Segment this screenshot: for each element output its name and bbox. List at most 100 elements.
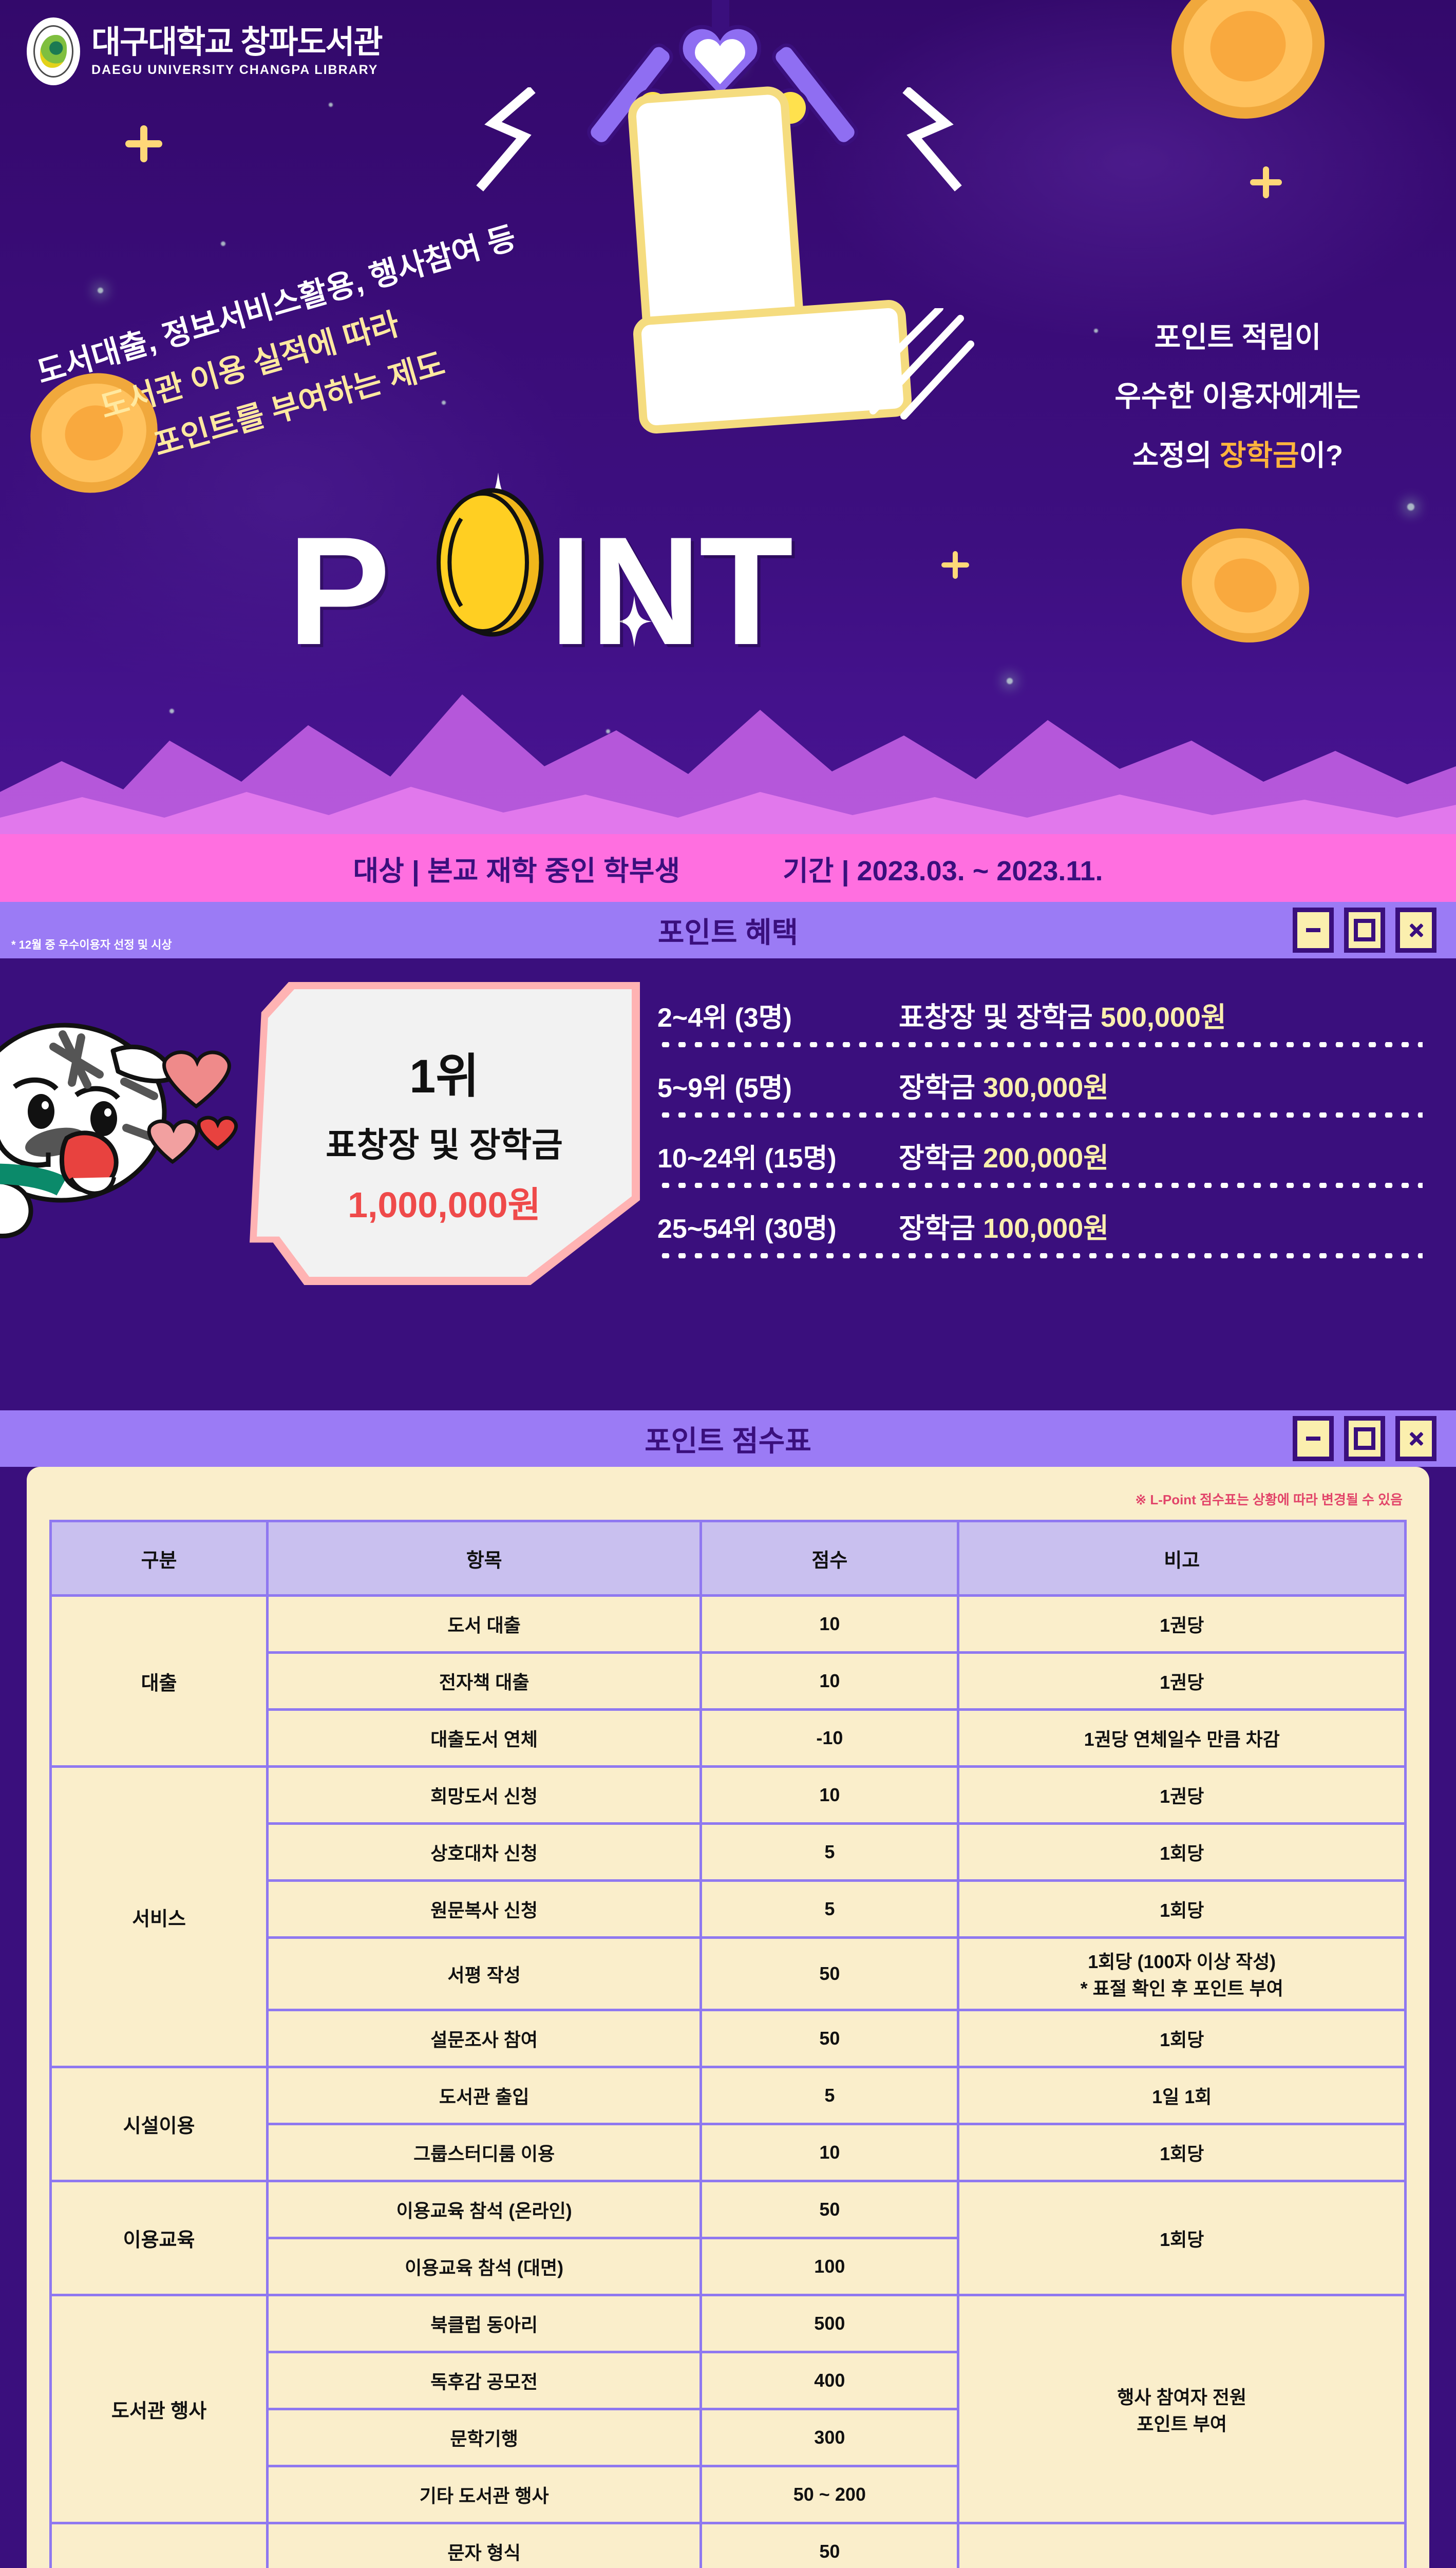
star-decoration [1407,503,1414,511]
window-controls [1293,1416,1436,1461]
table-header-row: 구분 항목 점수 비고 [49,1520,1407,1597]
item-cell: 도서관 출입 [266,2066,703,2125]
item-cell: 이용교육 참석 (대면) [266,2237,703,2296]
hero-right-caption: 포인트 적립이 우수한 이용자에게는 소정의 장학금이? [1043,308,1433,485]
score-cell: 5 [699,1822,960,1882]
remark-cell: 홍보 1건당 [957,2522,1407,2568]
score-cell: 50 [699,2522,960,2568]
gold-coin-icon [1169,515,1321,656]
remark-cell: 1회당 [957,2180,1407,2296]
benefits-section: 1위 표창장 및 장학금 1,000,000원 2~4위 (3명) 표창장 및 … [0,958,1456,1410]
rank-divider [657,1253,1423,1258]
scholarship-highlight: 장학금 [1219,439,1299,471]
item-cell: 북클럽 동아리 [266,2294,703,2353]
rank-prize: 장학금 300,000원 [899,1072,1109,1103]
score-cell: -10 [699,1708,960,1768]
remark-line-1: 1회당 (100자 이상 작성) [1088,1951,1276,1972]
rank-divider [657,1112,1423,1118]
plus-sparkle-icon [123,123,164,167]
maximize-icon[interactable] [1344,908,1385,953]
window-controls [1293,908,1436,953]
score-cell: 300 [699,2408,960,2467]
target-period-band: 대상 | 본교 재학 중인 학부생 기간 | 2023.03. ~ 2023.1… [0,834,1456,902]
table-row: 대출도서 연체 -10 1권당 연체일수 만큼 차감 [51,1708,1407,1768]
item-cell: 도서 대출 [266,1594,703,1654]
score-cell: 50 [699,1936,960,2011]
col-header-group: 구분 [49,1520,269,1597]
maximize-icon[interactable] [1344,1416,1385,1461]
item-cell: 독후감 공모전 [266,2351,703,2410]
rank-row: 5~9위 (5명) 장학금 300,000원 [657,1065,1423,1112]
benefits-note: * 12월 중 우수이용자 선정 및 시상 [11,938,172,951]
close-icon[interactable] [1395,908,1436,953]
library-logo: 대구대학교 창파도서관 DAEGU UNIVERSITY CHANGPA LIB… [27,17,383,85]
item-cell: 희망도서 신청 [266,1765,703,1825]
score-cell: 5 [699,2066,960,2125]
score-cell: 10 [699,2123,960,2182]
item-cell: 기타 도서관 행사 [266,2465,703,2524]
plus-sparkle-icon [1248,164,1284,203]
item-cell: 상호대차 신청 [266,1822,703,1882]
star-decoration [329,103,333,107]
remark-cell: 1일 1회 [957,2066,1407,2125]
remark-cell: 1회당 [957,2123,1407,2182]
rank-divider [657,1183,1423,1188]
table-row: 이용교육 참석 (대면) 100 [51,2237,1406,2296]
right-caption-line-2: 우수한 이용자에게는 [1114,380,1361,412]
remark-cell: 1권당 [957,1594,1407,1654]
first-place-bubble: 1위 표창장 및 장학금 1,000,000원 [257,989,632,1277]
group-cell: 대출 [49,1594,269,1768]
white-tiger-mascot-icon [0,974,272,1333]
remark-cell: 행사 참여자 전원 포인트 부여 [957,2294,1407,2524]
score-cell: 10 [699,1594,960,1654]
remark-line-1: 행사 참여자 전원 [1117,2386,1247,2408]
table-row: 대출 도서 대출 10 1권당 [49,1594,1407,1768]
minimize-icon[interactable] [1293,1416,1334,1461]
period-label: 기간 | 2023.03. ~ 2023.11. [783,855,1103,886]
star-decoration [221,241,225,246]
score-cell: 50 ~ 200 [699,2465,960,2524]
table-row: 전자책 대출 10 1권당 [51,1651,1407,1711]
group-cell: 도서관 홍보 [49,2522,269,2568]
score-cell: 50 [699,2009,960,2068]
remark-line-2: 포인트 부여 [1137,2413,1227,2434]
score-card: ※ L-Point 점수표는 상황에 따라 변경될 수 있음 구분 항목 점수 … [27,1467,1429,2568]
rank-label: 10~24위 (15명) [657,1144,837,1174]
group-cell: 시설이용 [49,2066,269,2182]
star-decoration [169,709,174,713]
col-header-score: 점수 [699,1520,960,1597]
rank-label: 2~4위 (3명) [657,1003,792,1033]
table-row: 도서관 홍보 문자 형식 50 홍보 1건당 [49,2522,1407,2568]
item-cell: 서평 작성 [266,1936,703,2011]
table-row: 독후감 공모전 400 [51,2351,1406,2410]
rank-prize: 장학금 100,000원 [899,1213,1109,1244]
remark-cell: 1권당 [957,1651,1407,1711]
item-cell: 원문복사 신청 [266,1879,703,1939]
score-cell: 5 [699,1879,960,1939]
close-icon[interactable] [1395,1416,1436,1461]
item-cell: 전자책 대출 [266,1651,703,1711]
star-decoration [442,401,446,405]
hero-section: 대구대학교 창파도서관 DAEGU UNIVERSITY CHANGPA LIB… [0,0,1456,902]
star-decoration [98,288,103,293]
rank-row: 2~4위 (3명) 표창장 및 장학금 500,000원 [657,994,1423,1042]
rank-label: 5~9위 (5명) [657,1073,792,1103]
point-wordmark: POINT P INT [288,504,793,677]
minimize-icon[interactable] [1293,908,1334,953]
first-place-amount: 1,000,000원 [348,1185,541,1225]
col-header-item: 항목 [266,1520,703,1597]
remark-line-2: * 표절 확인 후 포인트 부여 [1080,1978,1283,1999]
remark-cell: 1회당 (100자 이상 작성) * 표절 확인 후 포인트 부여 [957,1936,1407,2011]
mountain-silhouette [0,664,1456,838]
rank-list: 2~4위 (3명) 표창장 및 장학금 500,000원 5~9위 (5명) 장… [657,994,1423,1276]
table-row: 시설이용 도서관 출입 5 1일 1회 [49,2066,1407,2182]
star-decoration [1094,329,1098,333]
group-cell: 서비스 [49,1765,269,2068]
score-table-note: ※ L-Point 점수표는 상황에 따라 변경될 수 있음 [1135,1492,1403,1507]
hero-left-caption: 도서대출, 정보서비스활용, 행사참여 등 도서관 이용 실적에 따라 포인트를… [21,193,616,498]
score-table-section-header: 포인트 점수표 [0,1410,1456,1467]
item-cell: 설문조사 참여 [266,2009,703,2068]
table-row: 서비스 희망도서 신청 10 1권당 [49,1765,1407,2068]
score-cell: 500 [699,2294,960,2353]
